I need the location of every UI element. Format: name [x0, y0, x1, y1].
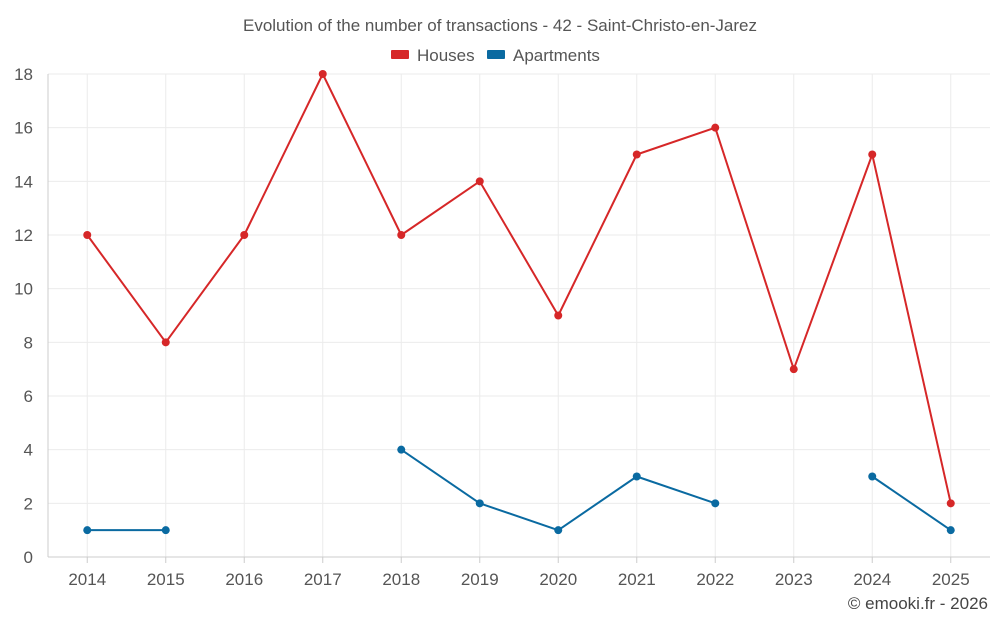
data-point-houses[interactable] [240, 231, 249, 239]
series-lines [86, 73, 952, 532]
y-tick-label: 16 [14, 119, 33, 138]
x-tick-label: 2022 [696, 570, 734, 589]
y-tick-label: 8 [24, 333, 33, 352]
data-point-houses[interactable] [318, 70, 327, 78]
data-point-apartments[interactable] [632, 472, 641, 481]
legend-label-houses[interactable]: Houses [417, 46, 475, 65]
x-tick-label: 2015 [147, 570, 185, 589]
axes [47, 74, 990, 563]
data-point-houses[interactable] [83, 231, 92, 239]
x-axis-ticks: 2014 2015 2016 2017 2018 2019 2020 2021 2022 2023… [68, 570, 969, 589]
x-tick-label: 2018 [382, 570, 420, 589]
data-point-houses[interactable] [554, 311, 563, 320]
y-tick-label: 6 [24, 387, 33, 406]
x-tick-label: 2014 [68, 570, 106, 589]
y-tick-label: 4 [24, 441, 33, 460]
x-tick-label: 2023 [775, 570, 813, 589]
legend-swatch-houses[interactable] [391, 50, 409, 59]
y-tick-label: 0 [24, 548, 33, 567]
data-point-apartments[interactable] [397, 445, 406, 454]
grid [48, 73, 990, 557]
series-line-houses [86, 73, 952, 504]
y-tick-label: 12 [14, 226, 33, 245]
data-point-apartments[interactable] [554, 526, 563, 535]
data-point-houses[interactable] [632, 150, 641, 159]
legend: Houses Apartments [391, 46, 600, 65]
data-point-apartments[interactable] [868, 472, 877, 481]
x-tick-label: 2017 [304, 570, 342, 589]
x-tick-label: 2025 [932, 570, 970, 589]
data-point-apartments[interactable] [711, 499, 720, 508]
x-tick-label: 2024 [853, 570, 891, 589]
data-point-houses[interactable] [868, 150, 877, 159]
x-tick-label: 2016 [225, 570, 263, 589]
y-tick-label: 2 [24, 494, 33, 513]
data-point-houses[interactable] [475, 177, 484, 186]
data-point-apartments[interactable] [475, 499, 484, 508]
legend-swatch-apartments[interactable] [487, 50, 505, 59]
y-tick-label: 10 [14, 280, 33, 299]
data-point-apartments[interactable] [946, 526, 955, 535]
data-point-houses[interactable] [946, 499, 955, 508]
x-tick-label: 2021 [618, 570, 656, 589]
y-axis-ticks: 0 2 4 6 8 10 12 14 16 18 [14, 65, 33, 567]
data-point-houses[interactable] [711, 123, 720, 132]
chart-title: Evolution of the number of transactions … [243, 16, 757, 35]
y-tick-label: 14 [14, 172, 33, 191]
x-tick-label: 2020 [539, 570, 577, 589]
data-point-houses[interactable] [397, 231, 406, 239]
data-point-apartments[interactable] [161, 526, 170, 535]
y-tick-label: 18 [14, 65, 33, 84]
data-point-apartments[interactable] [83, 526, 92, 535]
data-point-houses[interactable] [161, 338, 170, 347]
data-point-houses[interactable] [789, 365, 798, 374]
series-points [83, 70, 955, 535]
series-line-apartments [871, 475, 952, 531]
legend-label-apartments[interactable]: Apartments [513, 46, 600, 65]
footer-credit: © emooki.fr - 2026 [848, 594, 988, 613]
x-tick-label: 2019 [461, 570, 499, 589]
